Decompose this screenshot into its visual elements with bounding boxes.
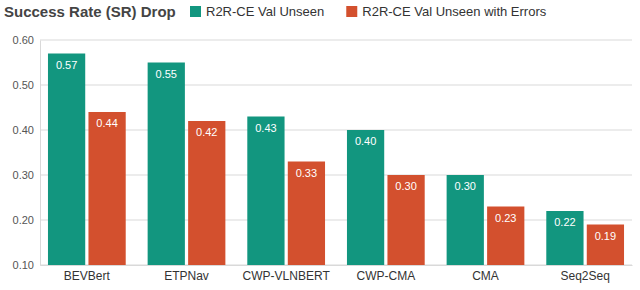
y-tick-label: 0.50 [13,79,34,91]
bar [447,175,484,265]
grid-line [40,220,632,221]
legend: R2R-CE Val Unseen R2R-CE Val Unseen with … [190,4,547,19]
data-label: 0.57 [56,59,77,71]
bar [288,162,325,266]
title: Success Rate (SR) Drop [4,3,176,20]
bar [347,130,384,265]
chart: 0.10 0.20 0.30 0.40 0.50 0.60 BEVBert ETPNav CWP… [0,0,640,290]
x-tick: BEVBert [64,269,111,283]
y-tick-label: 0.40 [13,124,34,136]
x-tick-label: Seq2Seq [560,269,609,283]
data-label: 0.19 [595,230,616,242]
bar [148,63,185,266]
data-label: 0.40 [355,135,376,147]
x-tick: CWP-CMA [356,269,415,283]
grid-line [40,85,632,86]
grid [40,40,632,265]
x-tick-label: ETPNav [164,269,209,283]
y-tick: 0.60 [13,34,40,46]
grid-line [40,40,632,41]
y-tick-label: 0.60 [13,34,34,46]
bars [48,54,624,266]
bar [188,121,225,265]
x-tick: CMA [472,269,499,283]
x-axis: BEVBert ETPNav CWP-VLNBERT CWP-CMA CMA Seq2Se… [41,266,633,283]
y-tick: 0.40 [13,124,40,136]
grid-line [40,130,632,131]
x-tick-label: CWP-CMA [356,269,415,283]
x-tick: ETPNav [164,269,209,283]
legend-label: R2R-CE Val Unseen with Errors [362,4,546,19]
data-label: 0.42 [196,126,217,138]
grid-line [40,265,632,266]
x-tick-label: CWP-VLNBERT [243,269,331,283]
y-tick: 0.50 [13,79,40,91]
data-label: 0.30 [395,180,416,192]
y-tick-label: 0.30 [13,169,34,181]
grid-line [40,175,632,176]
legend-swatch [190,6,201,17]
data-label: 0.30 [455,180,476,192]
legend-swatch [346,6,357,17]
y-axis: 0.10 0.20 0.30 0.40 0.50 0.60 [13,34,41,271]
data-labels: 0.57 0.55 0.43 0.40 0.30 0.22 0.44 0.42 0.33 0.30… [56,59,616,242]
y-tick: 0.10 [13,259,40,271]
data-label: 0.44 [96,117,117,129]
bar [247,117,284,266]
x-axis-line [41,265,633,266]
x-tick-label: BEVBert [64,269,111,283]
data-label: 0.22 [554,216,575,228]
y-axis-line [40,41,41,266]
legend-label: R2R-CE Val Unseen [206,4,324,19]
bar [546,211,583,265]
bar [587,225,624,266]
y-tick-label: 0.10 [13,259,34,271]
data-label: 0.55 [156,68,177,80]
x-tick: CWP-VLNBERT [243,269,331,283]
data-label: 0.43 [255,122,276,134]
bar [48,54,85,266]
bar [88,112,125,265]
y-tick-label: 0.20 [13,214,34,226]
y-tick: 0.20 [13,214,40,226]
x-tick-label: CMA [472,269,499,283]
y-tick: 0.30 [13,169,40,181]
data-label: 0.33 [296,167,317,179]
bar [387,175,424,265]
bar [487,207,524,266]
legend-item: R2R-CE Val Unseen [190,4,324,19]
x-tick: Seq2Seq [560,269,609,283]
data-label: 0.23 [495,212,516,224]
legend-item: R2R-CE Val Unseen with Errors [346,4,546,19]
